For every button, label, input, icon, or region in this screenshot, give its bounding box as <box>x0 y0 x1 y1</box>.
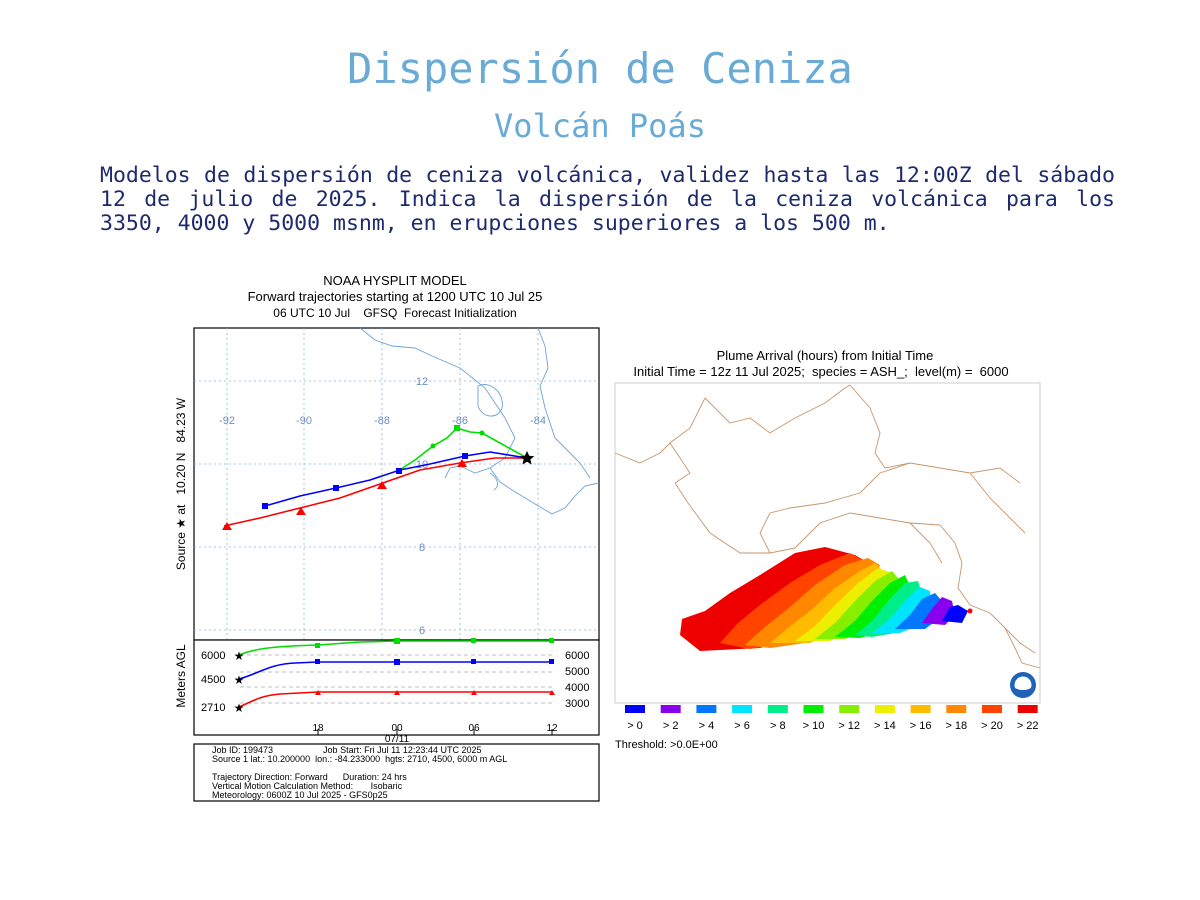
plume-title-line-1: Plume Arrival (hours) from Initial Time <box>717 348 934 363</box>
hysplit-title-line-2: Forward trajectories starting at 1200 UT… <box>248 289 543 304</box>
legend-label: > 16 <box>910 720 932 732</box>
description-text: Modelos de dispersión de ceniza volcánic… <box>100 163 1115 236</box>
info-line: Meteorology: 0600Z 10 Jul 2025 - GFS0p25 <box>212 790 388 800</box>
page-subtitle: Volcán Poás <box>494 107 706 145</box>
time-label: 06 <box>468 723 480 734</box>
legend-swatch <box>767 705 788 713</box>
legend-label: > 2 <box>663 720 679 732</box>
lat-label: 8 <box>419 542 425 554</box>
hysplit-title-line-3: 06 UTC 10 Jul GFSQ Forecast Initializati… <box>273 306 516 320</box>
noaa-logo <box>1010 672 1036 698</box>
source-axis-label: Source ★ at 10.20 N 84.23 W <box>174 397 188 570</box>
hysplit-trajectory-figure: NOAA HYSPLIT MODEL Forward trajectories … <box>174 273 600 802</box>
lon-label: -90 <box>296 415 312 427</box>
lon-label: -84 <box>530 415 546 427</box>
legend-label: > 0 <box>627 720 643 732</box>
time-label: 18 <box>312 723 324 734</box>
trajectory-red-2710m <box>223 457 527 527</box>
right-height-label: 4000 <box>565 682 589 694</box>
legend-swatch <box>946 705 967 713</box>
legend-swatch <box>839 705 860 713</box>
legend-label: > 4 <box>699 720 715 732</box>
right-height-label: 5000 <box>565 666 589 678</box>
time-label: 12 <box>546 723 558 734</box>
svg-text:★: ★ <box>234 673 245 687</box>
legend-label: > 20 <box>981 720 1003 732</box>
right-height-label: 3000 <box>565 698 589 710</box>
lat-label: 12 <box>416 376 428 388</box>
trajectory-markers <box>222 425 535 530</box>
legend-swatch <box>732 705 753 713</box>
legend-label: > 8 <box>770 720 786 732</box>
plume-map-panel <box>614 382 1041 704</box>
meters-agl-label: Meters AGL <box>174 644 188 708</box>
left-height-label: 4500 <box>201 674 225 686</box>
lon-label: -86 <box>452 415 468 427</box>
info-line: Vertical Motion Calculation Method: Isob… <box>212 781 403 791</box>
coastline <box>359 327 600 515</box>
trajectory-map-panel: -92 -90 -88 -86 -84 12 10 8 6 <box>174 327 600 641</box>
ash-plume <box>680 547 973 651</box>
legend-label: > 6 <box>734 720 750 732</box>
lon-label: -88 <box>374 415 390 427</box>
svg-text:★: ★ <box>234 701 245 715</box>
legend-swatch <box>660 705 681 713</box>
vertical-profile-panel: ★ ★ ★ 6000 4500 2710 6000 5000 4000 3000… <box>174 638 600 745</box>
legend-label: > 22 <box>1017 720 1039 732</box>
right-height-label: 6000 <box>565 650 589 662</box>
plume-title-line-2: Initial Time = 12z 11 Jul 2025; species … <box>633 364 1008 379</box>
page-title: Dispersión de Ceniza <box>347 44 853 93</box>
legend-swatch <box>803 705 824 713</box>
lat-label: 6 <box>419 625 425 637</box>
legend-label: > 18 <box>945 720 967 732</box>
legend-label: > 12 <box>838 720 860 732</box>
threshold-label: Threshold: >0.0E+00 <box>615 739 718 751</box>
legend-label: > 10 <box>803 720 825 732</box>
arrival-legend: > 0 > 2 > 4 > 6 > 8 > 10 > 12 > 14 > 16 > 18 > 20 >… <box>625 705 1039 732</box>
svg-text:★: ★ <box>234 649 245 663</box>
time-label: 00 <box>391 723 403 734</box>
legend-swatch <box>1017 705 1038 713</box>
legend-swatch <box>625 705 645 713</box>
info-line: Trajectory Direction: Forward Duration: … <box>212 772 407 782</box>
date-label: 07/11 <box>385 734 410 745</box>
hysplit-title-line-1: NOAA HYSPLIT MODEL <box>323 273 467 288</box>
info-line: Source 1 lat.: 10.200000 lon.: -84.23300… <box>212 754 507 764</box>
lon-label: -92 <box>219 415 235 427</box>
left-height-label: 6000 <box>201 650 225 662</box>
plume-arrival-figure: Plume Arrival (hours) from Initial Time … <box>614 348 1041 751</box>
country-borders <box>614 384 1041 669</box>
legend-swatch <box>874 705 895 713</box>
legend-swatch <box>982 705 1002 713</box>
left-height-label: 2710 <box>201 702 225 714</box>
legend-swatch <box>910 705 931 713</box>
source-star-icon <box>519 451 535 465</box>
legend-label: > 14 <box>874 720 896 732</box>
info-line: Job ID: 199473 Job Start: Fri Jul 11 12:… <box>212 745 481 755</box>
legend-swatch <box>696 705 717 713</box>
job-info-panel: Job ID: 199473 Job Start: Fri Jul 11 12:… <box>193 743 600 802</box>
